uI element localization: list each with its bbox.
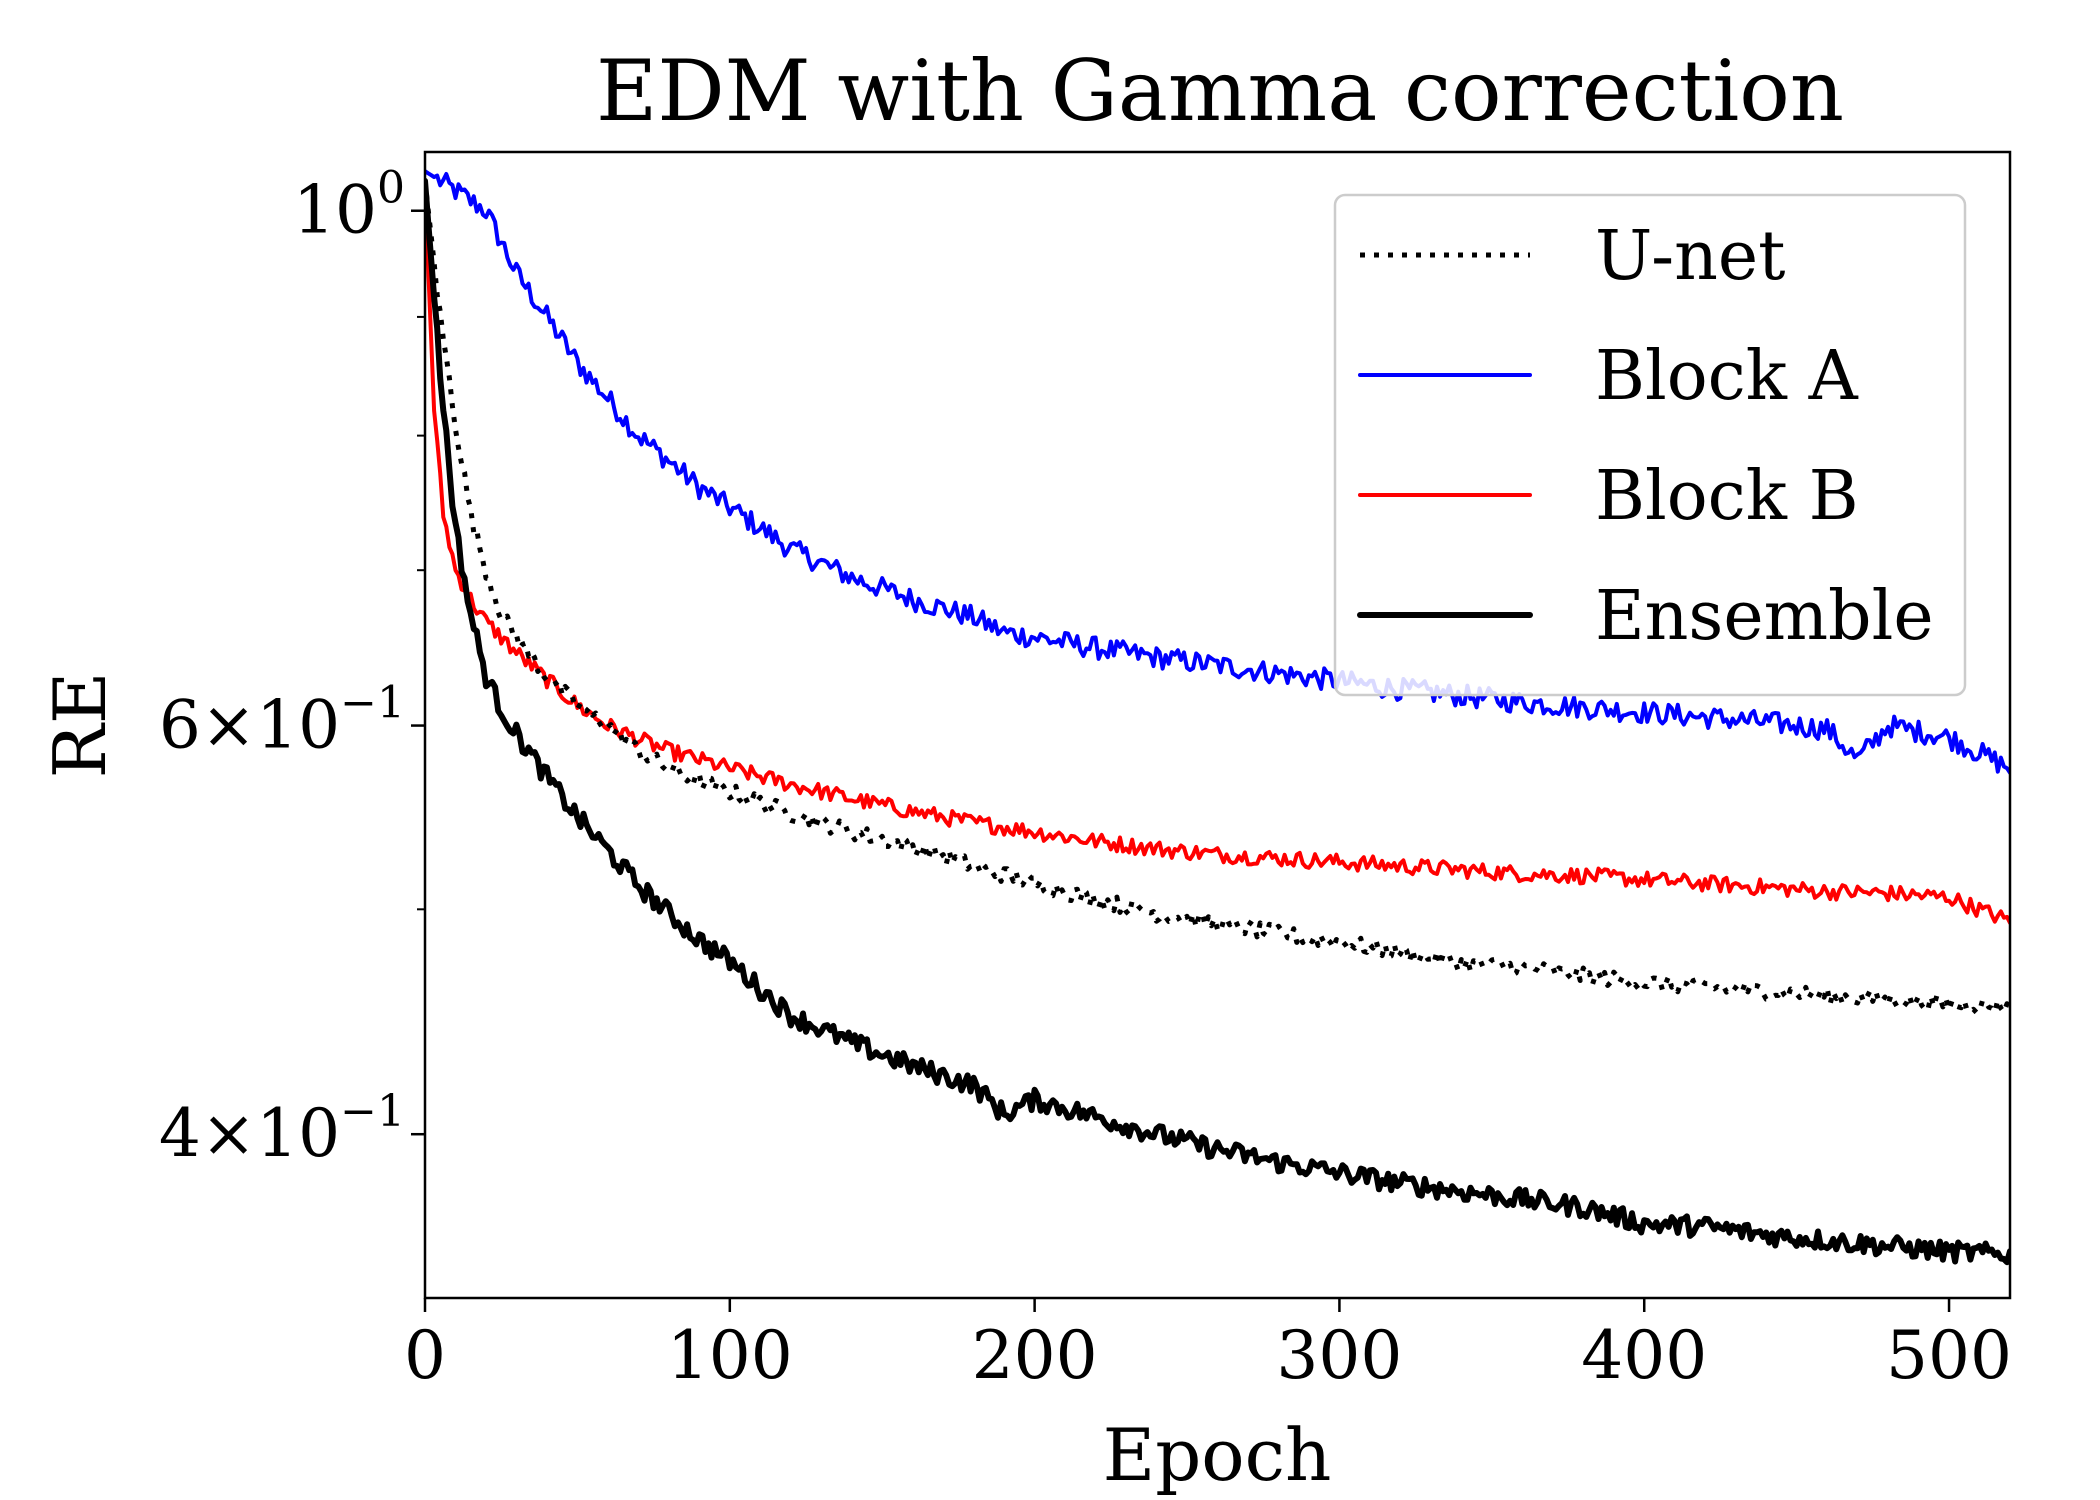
y-tick-label-0: 100	[293, 163, 405, 249]
legend-label-block-b: Block B	[1595, 457, 1859, 536]
y-tick-base-0: 10	[293, 172, 377, 249]
series-layer	[425, 169, 2010, 1266]
series-line-block-b	[425, 188, 2010, 925]
series-line-block-a	[425, 169, 2010, 775]
x-tick-label-0: 0	[404, 1317, 446, 1394]
x-tick-label-300: 300	[1276, 1317, 1402, 1394]
y-tick-exp-2: −1	[340, 1086, 405, 1137]
y-tick-label-2: 4×10−1	[159, 1086, 405, 1172]
x-axis: 0 100 200 300 400 500	[404, 1298, 2012, 1394]
plot-area	[423, 150, 2012, 1300]
y-tick-exp-0: 0	[377, 163, 405, 214]
legend-label-u-net: U-net	[1595, 217, 1785, 296]
chart-title: EDM with Gamma correction	[596, 42, 1844, 140]
x-tick-label-500: 500	[1886, 1317, 2012, 1394]
x-tick-label-200: 200	[972, 1317, 1098, 1394]
y-tick-base-2: 4×10	[159, 1095, 340, 1172]
y-tick-label-1: 6×10−1	[159, 678, 405, 764]
series-line-u-net	[425, 180, 2010, 1015]
legend-frame	[1333, 193, 1967, 697]
x-axis-label: Epoch	[1103, 1413, 1332, 1497]
x-tick-label-400: 400	[1581, 1317, 1707, 1394]
legend: U-net Block A Block B Ensemble	[1333, 193, 1967, 697]
y-axis-label: RE	[38, 672, 122, 779]
x-tick-label-100: 100	[667, 1317, 793, 1394]
legend-label-block-a: Block A	[1595, 337, 1859, 416]
legend-label-ensemble: Ensemble	[1595, 577, 1934, 656]
y-tick-exp-1: −1	[340, 678, 405, 729]
series-line-ensemble	[425, 177, 2010, 1266]
y-tick-base-1: 6×10	[159, 687, 340, 764]
legend-items: U-net Block A Block B Ensemble	[1357, 217, 1934, 656]
